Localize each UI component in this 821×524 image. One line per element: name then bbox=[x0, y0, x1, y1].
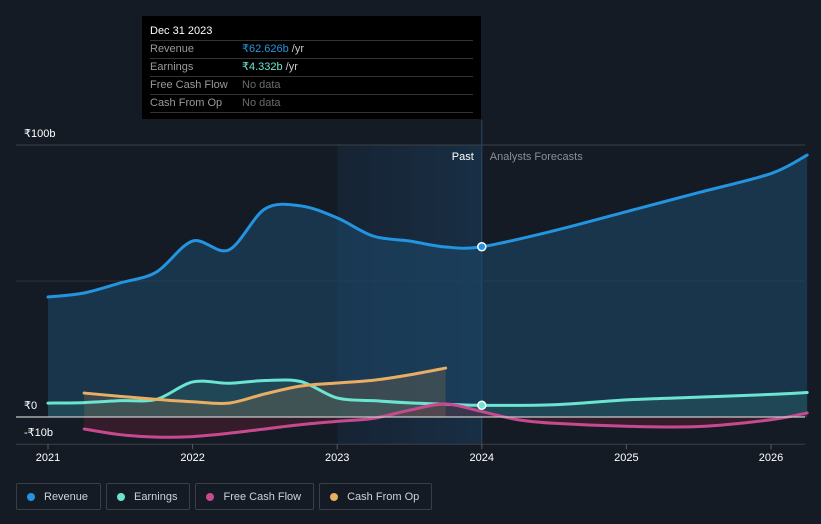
tooltip-label: Cash From Op bbox=[150, 97, 223, 109]
cash-from-op-dot-icon bbox=[330, 492, 339, 501]
x-tick-label: 2025 bbox=[614, 452, 638, 464]
tooltip-value: ₹62.626b bbox=[242, 43, 289, 55]
tooltip-value: ₹4.332b bbox=[242, 61, 283, 73]
x-tick-label: 2024 bbox=[470, 452, 494, 464]
x-tick-label: 2023 bbox=[325, 452, 349, 464]
tooltip-label: Revenue bbox=[150, 43, 195, 55]
legend: Revenue Earnings Free Cash Flow Cash Fro… bbox=[16, 483, 433, 510]
tooltip-label: Free Cash Flow bbox=[150, 79, 228, 91]
x-tick-label: 2022 bbox=[180, 452, 204, 464]
revenue-marker bbox=[477, 241, 487, 252]
y-tick-label: -₹10b bbox=[24, 427, 53, 439]
legend-item-revenue[interactable]: Revenue bbox=[16, 483, 102, 510]
legend-item-free-cash-flow[interactable]: Free Cash Flow bbox=[195, 483, 315, 510]
tooltip-row-cash-from-op: Cash From Op No data bbox=[150, 95, 473, 113]
earnings-area bbox=[48, 379, 808, 417]
revenue-dot-icon bbox=[27, 492, 35, 501]
free-cash-flow-dot-icon bbox=[206, 492, 215, 501]
legend-label: Earnings bbox=[134, 490, 178, 503]
tooltip-row-free-cash-flow: Free Cash Flow No data bbox=[150, 77, 473, 95]
tooltip-row-revenue: Revenue ₹62.626b /yr bbox=[150, 41, 473, 59]
legend-label: Cash From Op bbox=[347, 490, 420, 503]
legend-item-earnings[interactable]: Earnings bbox=[106, 483, 191, 510]
legend-label: Free Cash Flow bbox=[223, 490, 302, 503]
x-tick-label: 2026 bbox=[759, 452, 783, 464]
cash-from-op-line bbox=[82, 366, 448, 406]
tooltip-date: Dec 31 2023 bbox=[150, 24, 473, 41]
free-cash-flow-line bbox=[82, 402, 809, 439]
tooltip-row-earnings: Earnings ₹4.332b /yr bbox=[150, 59, 473, 77]
tooltip-value: No data bbox=[242, 97, 281, 109]
past-label: Past bbox=[452, 151, 474, 163]
earnings-marker bbox=[477, 400, 487, 411]
forecast-label: Analysts Forecasts bbox=[490, 151, 583, 163]
legend-label: Revenue bbox=[44, 490, 89, 503]
tooltip-unit: /yr bbox=[285, 61, 298, 73]
tooltip: Dec 31 2023 Revenue ₹62.626b /yr Earning… bbox=[142, 16, 481, 119]
earnings-dot-icon bbox=[117, 492, 126, 501]
legend-item-cash-from-op[interactable]: Cash From Op bbox=[319, 483, 433, 510]
cash-from-op-area bbox=[84, 368, 446, 417]
tooltip-value: No data bbox=[242, 79, 281, 91]
tooltip-label: Earnings bbox=[150, 61, 194, 73]
y-tick-label: ₹100b bbox=[24, 128, 55, 140]
y-tick-label: ₹0 bbox=[24, 400, 37, 412]
revenue-area bbox=[48, 155, 808, 417]
revenue-line bbox=[46, 153, 809, 299]
x-tick-label: 2021 bbox=[36, 452, 60, 464]
tooltip-unit: /yr bbox=[291, 43, 304, 55]
